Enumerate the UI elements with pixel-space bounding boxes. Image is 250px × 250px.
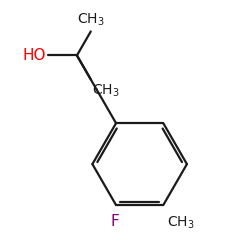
- Text: F: F: [110, 214, 119, 229]
- Text: CH$_3$: CH$_3$: [166, 214, 194, 230]
- Text: CH$_3$: CH$_3$: [77, 11, 104, 28]
- Text: HO: HO: [22, 48, 46, 63]
- Text: CH$_3$: CH$_3$: [92, 83, 120, 99]
